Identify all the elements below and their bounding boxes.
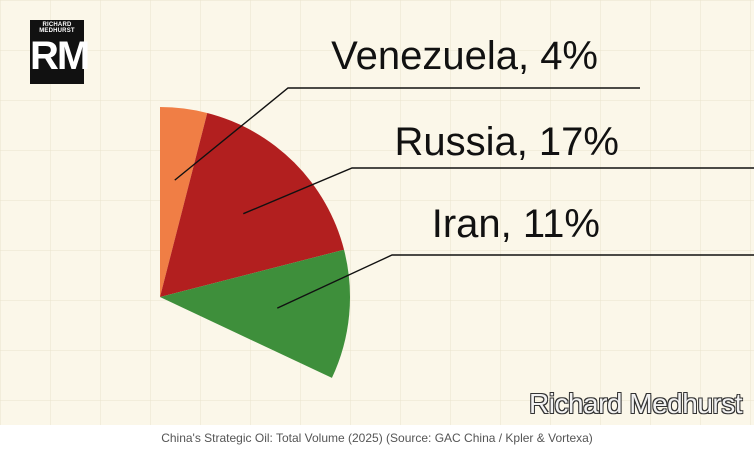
watermark-text: Richard Medhurst [529, 388, 742, 419]
grid-lines [0, 0, 754, 425]
leader-line-russia [243, 167, 754, 215]
slice-label-russia: Russia, 17% [394, 120, 619, 164]
pie-slice-venezuela [160, 107, 208, 297]
image-caption: China's Strategic Oil: Total Volume (202… [161, 431, 593, 445]
slice-label-venezuela: Venezuela, 4% [331, 34, 598, 78]
leader-line-iran [276, 254, 754, 309]
logo-initials: RM [30, 34, 90, 78]
logo-small-text: RICHARD MEDHURST [39, 22, 75, 34]
leader-line-venezuela [174, 87, 640, 181]
slice-label-iran: Iran, 11% [431, 202, 600, 246]
pie-chart [0, 0, 754, 425]
rm-logo: RICHARD MEDHURST RM [30, 20, 90, 84]
pie-slice-iran [160, 249, 351, 378]
pie-slice-russia [160, 112, 345, 297]
